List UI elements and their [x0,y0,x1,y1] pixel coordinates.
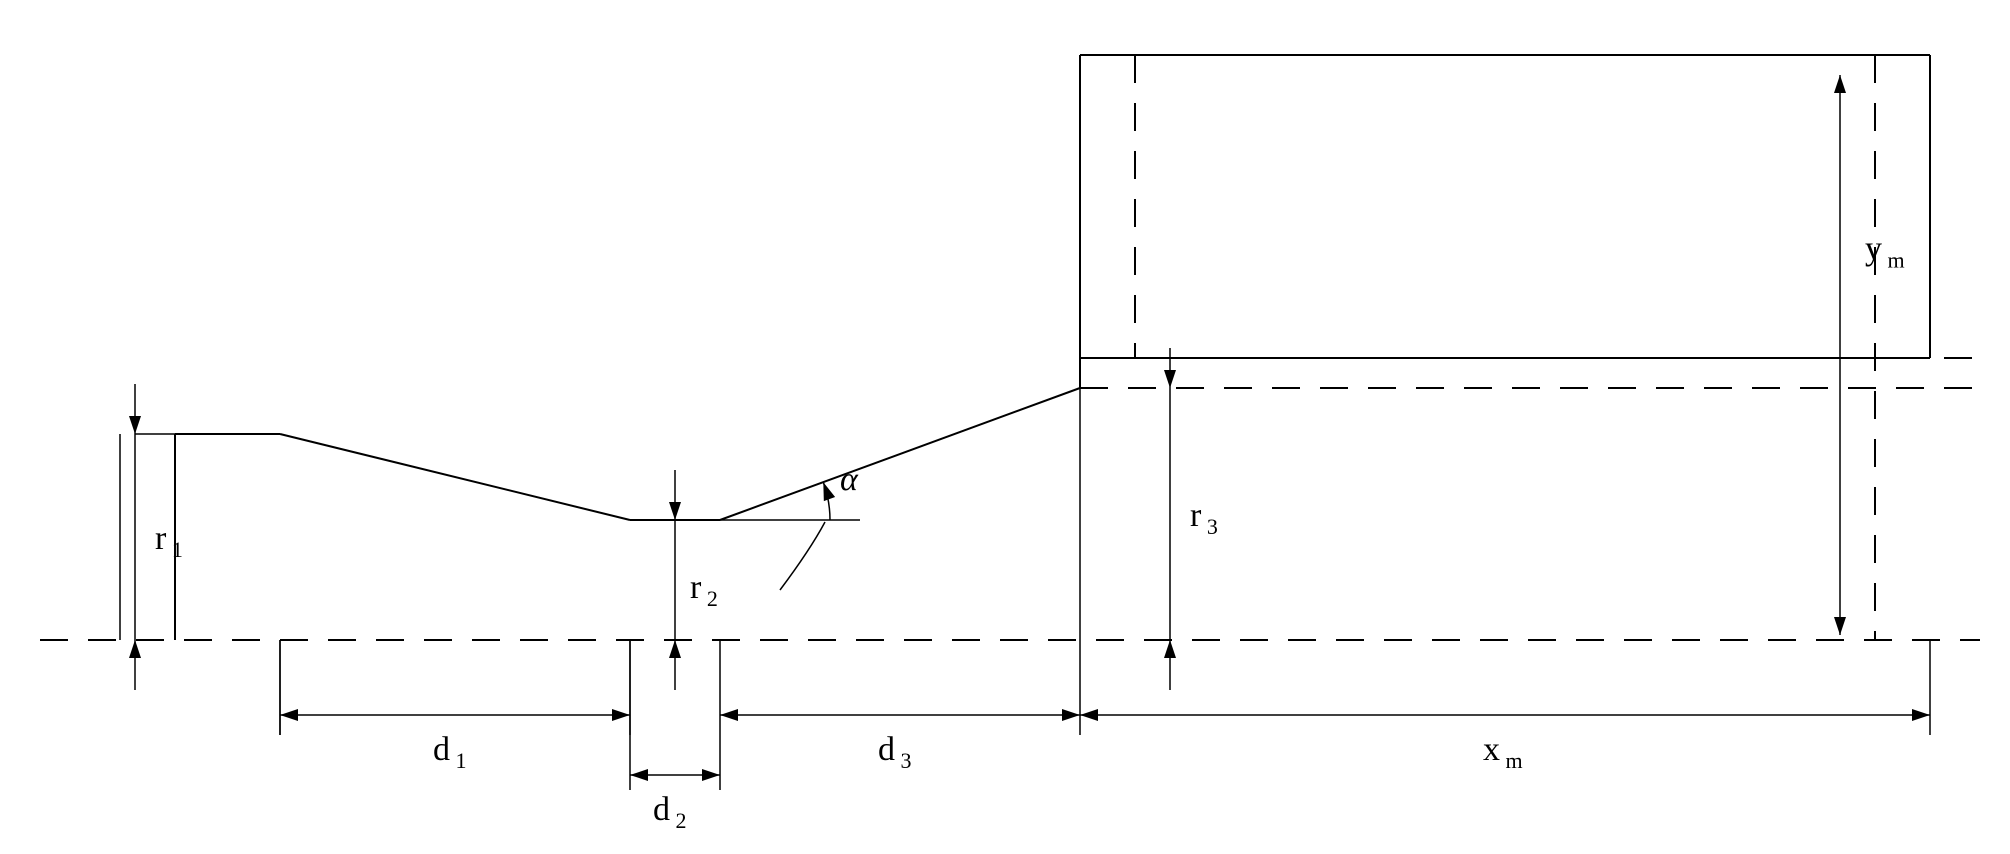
diagram-canvas: d 1 d 2 d 3 x m r 1 r 2 r 3 y m α [0,0,2010,854]
label-r3: r 3 [1190,497,1218,539]
label-r1: r 1 [155,520,183,562]
label-alpha: α [840,461,859,498]
label-d3: d 3 [878,731,912,773]
label-d1: d 1 [433,731,467,773]
label-ym: y m [1865,231,1905,273]
label-d2: d 2 [653,791,687,833]
label-xm: x m [1483,731,1523,773]
label-r2: r 2 [690,569,718,611]
profile-expansion [720,388,1080,520]
profile-taper-left [280,434,630,520]
alpha-leader [780,522,825,590]
